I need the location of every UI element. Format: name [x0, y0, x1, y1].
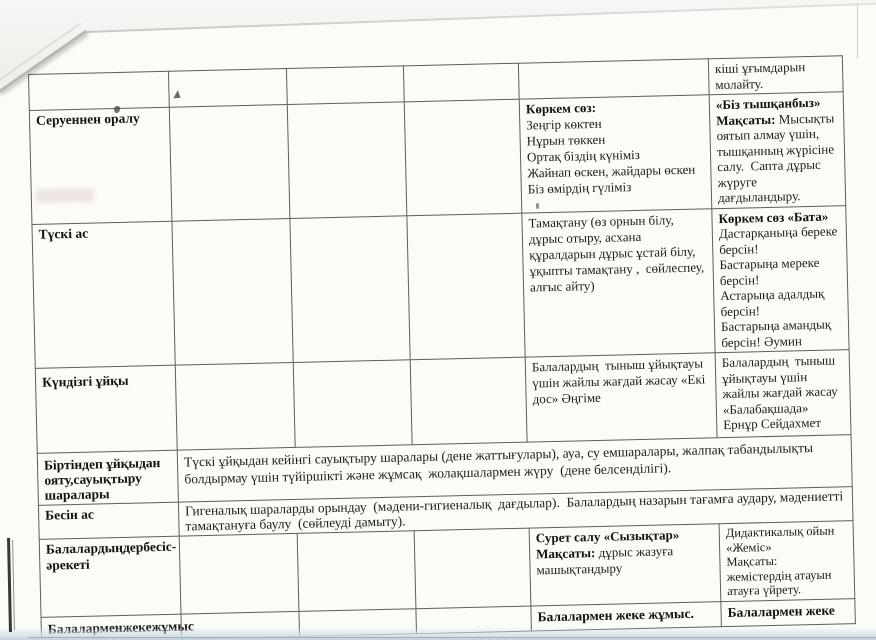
- empty-cell: [286, 65, 405, 105]
- game-goal: Мақсаты: Мысықты оятып алмау үшін, тышқа…: [716, 110, 839, 206]
- activity-text: Тамақтану (өз орнын білу, дұрыс отыру, а…: [528, 211, 715, 294]
- row-label-kundizgi-uyky: Күндізгі ұйқы: [35, 365, 178, 454]
- game-line: атауға үйрету.: [726, 582, 802, 599]
- empty-cell: [518, 58, 710, 100]
- verse-line: Дастарқаныңа береке берсін!: [718, 223, 838, 257]
- zheke-text: Балалармен жеке жұмыс.: [537, 605, 695, 624]
- empty-cell: [289, 215, 411, 363]
- empty-cell: [403, 63, 520, 102]
- drawing-goal: Мақсаты: дұрыс жазуға машықтандыру: [536, 542, 714, 578]
- ink-smudge: [536, 203, 539, 209]
- poem-line: Біз өмірдің гүліміз: [527, 179, 632, 197]
- verse-line: Бастарыңа амандық берсін! Әумин: [720, 316, 832, 350]
- zheke-text: Балалармен жеке: [727, 602, 835, 620]
- cell-bata: Көркем сөз «Бата» Дастарқаныңа береке бе…: [711, 205, 850, 353]
- cell-didaktika: Дидактикалық ойын «Жеміс» Мақсаты: жеміс…: [719, 520, 855, 602]
- cell-continuation-note: кіші ұғымдарын молайту.: [708, 55, 844, 95]
- verse-line: Астарыңа адалдық берсін!: [720, 285, 825, 319]
- row-label-tuski-as: Түскі ас: [31, 220, 176, 369]
- cell-sleep-left: Балалардың тыныш ұйықтауы үшін жайлы жағ…: [525, 352, 718, 443]
- empty-cell: [175, 362, 296, 451]
- empty-cell: [404, 99, 522, 216]
- row-label-derbes: Балалардыңдербесіс-әрекеті: [39, 536, 181, 617]
- row-label-oyatu: Біртіндеп ұйқыдан ояту,сауықтыру шаралар…: [37, 450, 179, 506]
- page-right-edge: [857, 3, 858, 59]
- empty-cell: [168, 68, 288, 108]
- row-label-besin-as: Бесін ас: [38, 502, 180, 540]
- cell-tamaktanu: Тамақтану (өз орнын білу, дұрыс отыру, а…: [521, 208, 716, 358]
- daily-schedule-table: кіші ұғымдарын молайту. Серуеннен оралу …: [28, 55, 856, 640]
- continuation-text: кіші ұғымдарын молайту.: [714, 59, 809, 92]
- game-line: Дидактикалық ойын: [725, 523, 835, 541]
- game-line: жемістердің атауын: [726, 567, 832, 584]
- empty-cell: [297, 530, 416, 611]
- page-left-edge-highlight: [12, 539, 15, 631]
- ink-smudge: [114, 106, 120, 113]
- empty-cell: [410, 357, 528, 445]
- row-label-seruennen-oralu: Серуеннен оралу: [29, 107, 172, 224]
- empty-cell: [179, 533, 299, 614]
- empty-cell: [169, 104, 290, 221]
- cell-suret-salu: Сурет салу «Сызықтар» Мақсаты: дұрыс жаз…: [529, 523, 721, 606]
- table-row: Түскі ас Тамақтану (өз орнын білу, дұрыс…: [31, 205, 850, 369]
- table-row: Серуеннен оралу Көркем сөз: Зеңгір көкте…: [29, 91, 846, 224]
- empty-cell: [171, 218, 294, 366]
- empty-cell: [293, 359, 413, 448]
- goal-label: Мақсаты:: [716, 111, 776, 128]
- page-left-edge-shadow: [7, 537, 12, 633]
- empty-cell: [28, 71, 170, 111]
- empty-cell: [414, 528, 531, 609]
- scanner-bottom-line: [28, 637, 876, 638]
- cell-korkem-soz: Көркем сөз: Зеңгір көктен Нұрын төккен О…: [519, 94, 712, 213]
- cell-sleep-right: Балалардың тыныш ұйықтауы үшін жайлы жағ…: [715, 349, 852, 438]
- cell-zheke-right: Балалармен жеке: [720, 598, 856, 627]
- empty-cell: [406, 212, 526, 360]
- sleep-text: Балалардың тыныш ұйықтауы үшін жайлы жағ…: [721, 352, 842, 433]
- scanner-background-bottom: [0, 627, 876, 640]
- sleep-text: Балалардың тыныш ұйықтауы үшін жайлы жағ…: [531, 355, 709, 407]
- goal-label: Мақсаты:: [536, 545, 596, 562]
- verse-line: Бастарыңа мереке берсін!: [719, 254, 820, 288]
- empty-cell: [287, 101, 407, 219]
- cell-biz-tyshkanbyz: «Біз тышқанбыз» Мақсаты: Мысықты оятып а…: [709, 91, 846, 209]
- bleed-through-ghost: [35, 188, 95, 203]
